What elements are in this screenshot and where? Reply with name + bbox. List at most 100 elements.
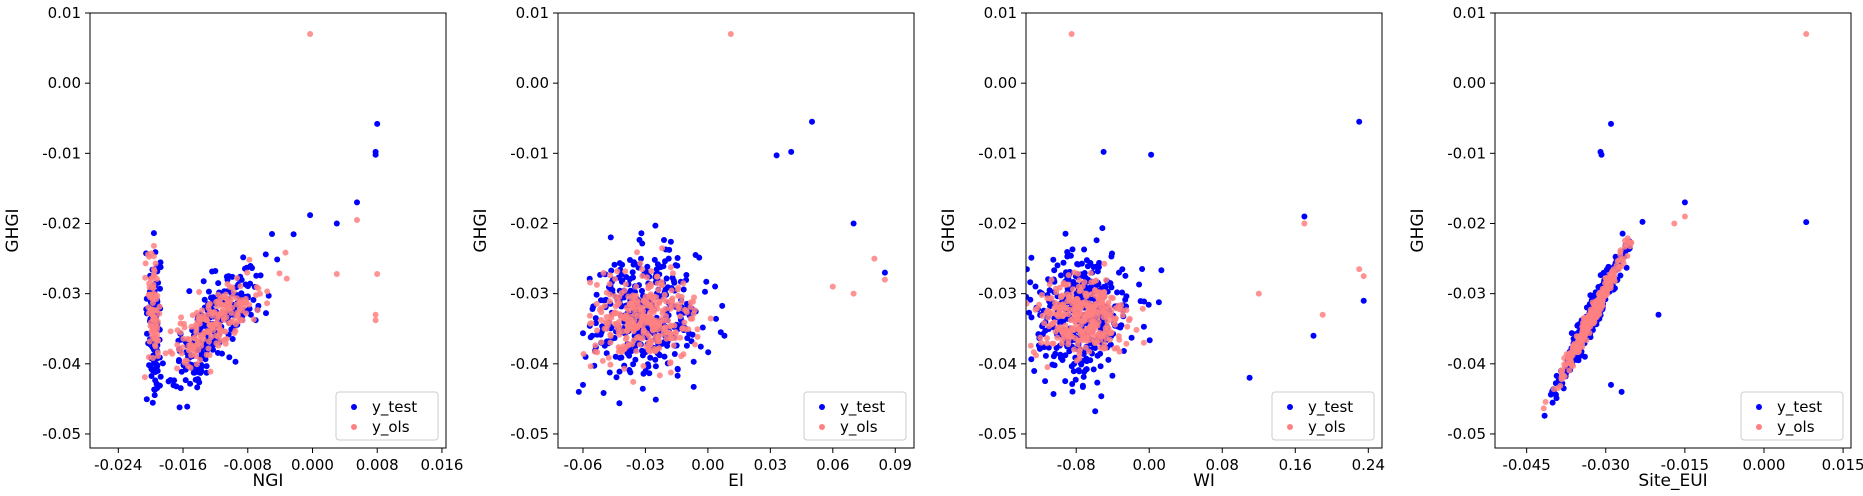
point-y-ols-22 (605, 354, 612, 361)
point-y-ols-218 (639, 266, 646, 273)
point-y-ols-148 (1076, 351, 1083, 358)
point-y-ols-78 (149, 333, 156, 340)
point-y-test-286 (1145, 301, 1152, 308)
point-y-ols-313 (636, 341, 643, 348)
x-tick-label: 0.16 (1279, 456, 1312, 474)
point-y-ols-5 (625, 293, 632, 300)
x-tick-label: 0.008 (356, 456, 399, 474)
point-y-ols-53 (669, 270, 676, 277)
point-y-test-268 (607, 234, 614, 241)
point-y-ols-92 (653, 294, 660, 301)
point-y-ols-296 (1063, 327, 1070, 334)
point-y-test-205 (194, 384, 201, 391)
point-y-ols-239 (679, 325, 686, 332)
point-y-ols-254 (1099, 299, 1106, 306)
point-y-test-336 (1600, 269, 1607, 276)
point-y-test-371 (1107, 280, 1114, 287)
point-y-ols-141 (670, 342, 677, 349)
point-y-ols-267 (1071, 306, 1077, 313)
y-axis-label: GHGI (471, 208, 491, 252)
point-y-test-319 (153, 362, 160, 369)
point-y-test-289 (274, 256, 281, 263)
point-y-ols-234 (243, 310, 250, 317)
point-y-ols-190 (672, 330, 679, 337)
point-y-test-351 (661, 237, 667, 243)
point-y-ols-272 (661, 325, 668, 332)
point-y-ols-266 (661, 291, 668, 298)
point-y-ols-257 (600, 270, 607, 276)
x-tick-label: 0.000 (1743, 456, 1786, 474)
point-y-ols-312 (1103, 310, 1110, 317)
point-y-ols-257 (191, 343, 198, 349)
point-y-ols-281 (374, 271, 381, 277)
point-y-ols-323 (1360, 273, 1367, 280)
point-y-ols-36 (142, 260, 149, 267)
point-y-test-259 (263, 310, 269, 317)
point-y-ols-307 (622, 312, 629, 319)
point-y-test-263 (1120, 348, 1127, 354)
point-y-test-257 (1158, 267, 1165, 274)
point-y-ols-155 (1077, 346, 1084, 353)
point-y-ols-151 (667, 264, 674, 271)
point-y-ols-113 (1076, 277, 1083, 284)
point-y-ols-44 (152, 260, 159, 267)
point-y-ols-88 (1126, 317, 1132, 324)
point-y-ols-291 (644, 319, 651, 326)
point-y-test-270 (592, 315, 599, 322)
point-y-test-67 (1046, 287, 1053, 294)
legend-label-y-test: y_test (1308, 398, 1353, 417)
point-y-test-366 (1618, 388, 1625, 395)
point-y-ols-222 (1103, 335, 1110, 342)
point-y-test-362 (1598, 151, 1605, 158)
point-y-test-157 (601, 297, 608, 304)
point-y-test-40 (1541, 412, 1548, 419)
point-y-ols-278 (1095, 295, 1102, 302)
point-y-test-248 (205, 288, 212, 295)
y-tick-label: -0.04 (42, 355, 81, 373)
point-y-ols-56 (145, 251, 151, 258)
point-y-test-215 (247, 263, 254, 269)
y-tick-label: -0.03 (510, 285, 549, 303)
point-y-test-307 (149, 399, 156, 406)
point-y-test-284 (201, 296, 208, 303)
point-y-ols-179 (637, 260, 644, 267)
legend-marker-y-test (819, 404, 825, 410)
point-y-test-130 (1094, 379, 1101, 386)
point-y-ols-123 (667, 360, 674, 367)
point-y-ols-227 (633, 348, 640, 355)
point-y-ols-276 (230, 288, 237, 295)
point-y-ols-35 (656, 372, 663, 379)
point-y-test-103 (1066, 348, 1073, 355)
point-y-ols-297 (1101, 260, 1108, 267)
point-y-ols-300 (1574, 333, 1581, 340)
point-y-ols-271 (1027, 342, 1034, 349)
point-y-ols-324 (850, 290, 857, 297)
point-y-ols-283 (630, 378, 637, 385)
point-y-test-177 (626, 367, 633, 373)
point-y-test-235 (157, 373, 164, 380)
point-y-ols-183 (1070, 286, 1076, 293)
point-y-test-286 (651, 256, 658, 263)
point-y-test-240 (247, 311, 254, 318)
point-y-test-350 (1062, 230, 1069, 237)
point-y-ols-263 (1053, 303, 1060, 310)
point-y-ols-275 (650, 327, 656, 334)
point-y-ols-15 (694, 326, 701, 333)
point-y-test-301 (151, 386, 158, 393)
point-y-ols-324 (1319, 311, 1326, 318)
point-y-ols-280 (307, 31, 314, 37)
point-y-test-317 (652, 396, 659, 403)
y-tick-label: 0.00 (48, 74, 81, 92)
point-y-test-265 (1050, 353, 1057, 360)
point-y-ols-250 (1076, 355, 1083, 362)
point-y-test-378 (186, 288, 193, 295)
point-y-ols-17 (146, 338, 153, 345)
point-y-test-89 (616, 260, 623, 267)
point-y-test-354 (1617, 272, 1624, 279)
y-tick-label: -0.02 (1447, 214, 1486, 232)
point-y-ols-201 (616, 331, 623, 338)
point-y-test-159 (1058, 272, 1064, 279)
legend-marker-y-test (1287, 404, 1293, 410)
point-y-ols-205 (1071, 346, 1077, 353)
